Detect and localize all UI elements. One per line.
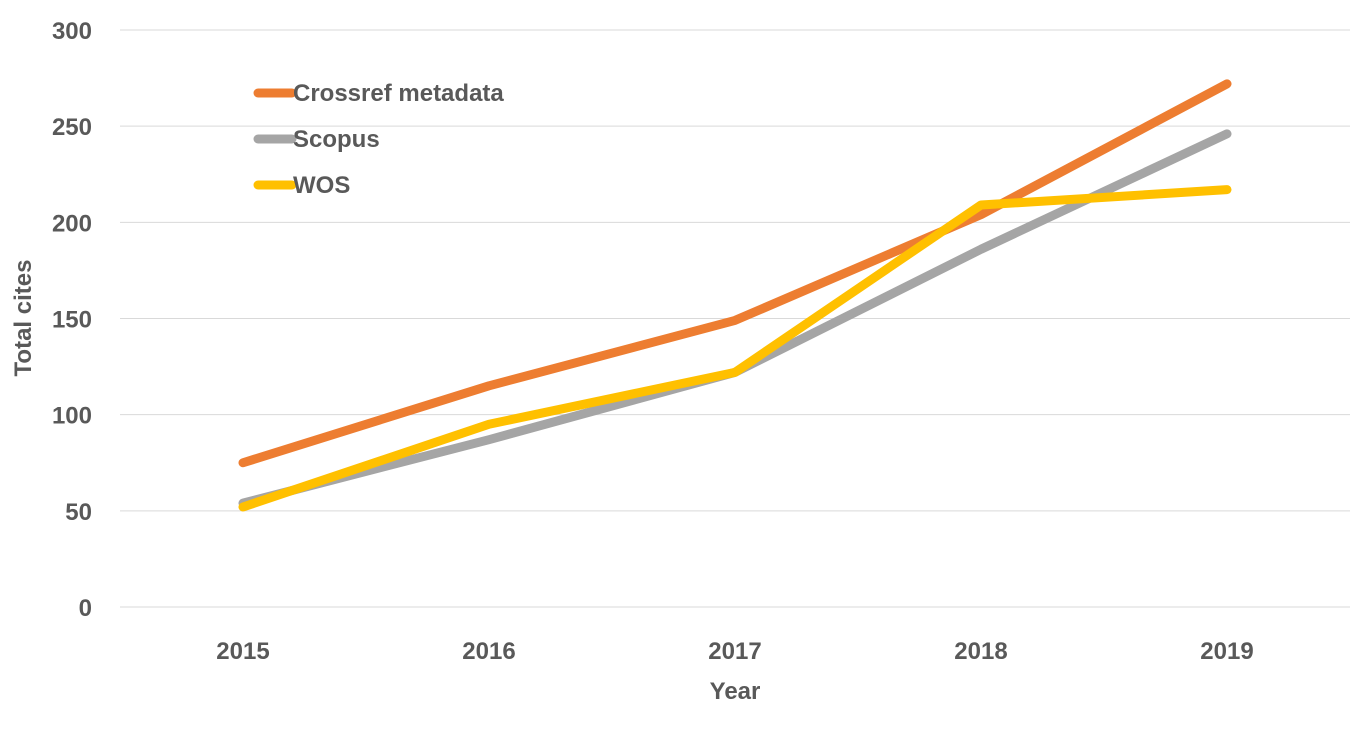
y-tick-label: 50 bbox=[65, 499, 92, 526]
y-tick-labels: 0 50 100 150 200 250 300 bbox=[52, 18, 92, 622]
y-tick-label: 300 bbox=[52, 18, 92, 45]
legend: Crossref metadata Scopus WOS bbox=[258, 80, 504, 199]
y-tick-label: 200 bbox=[52, 210, 92, 237]
x-tick-label: 2017 bbox=[708, 638, 761, 665]
legend-label: WOS bbox=[293, 172, 350, 199]
x-tick-label: 2018 bbox=[954, 638, 1007, 665]
x-tick-label: 2015 bbox=[216, 638, 269, 665]
x-tick-labels: 2015 2016 2017 2018 2019 bbox=[216, 638, 1253, 665]
y-tick-label: 250 bbox=[52, 114, 92, 141]
x-tick-label: 2019 bbox=[1200, 638, 1253, 665]
legend-label: Crossref metadata bbox=[293, 80, 504, 107]
series-line-wos bbox=[243, 190, 1227, 507]
series-line-crossref-metadata bbox=[243, 84, 1227, 463]
x-axis-label: Year bbox=[710, 678, 761, 705]
x-tick-label: 2016 bbox=[462, 638, 515, 665]
y-tick-label: 150 bbox=[52, 307, 92, 334]
y-tick-label: 0 bbox=[79, 595, 92, 622]
legend-label: Scopus bbox=[293, 126, 380, 153]
y-tick-label: 100 bbox=[52, 403, 92, 430]
y-axis-label: Total cites bbox=[10, 260, 37, 377]
series-lines bbox=[243, 84, 1227, 507]
